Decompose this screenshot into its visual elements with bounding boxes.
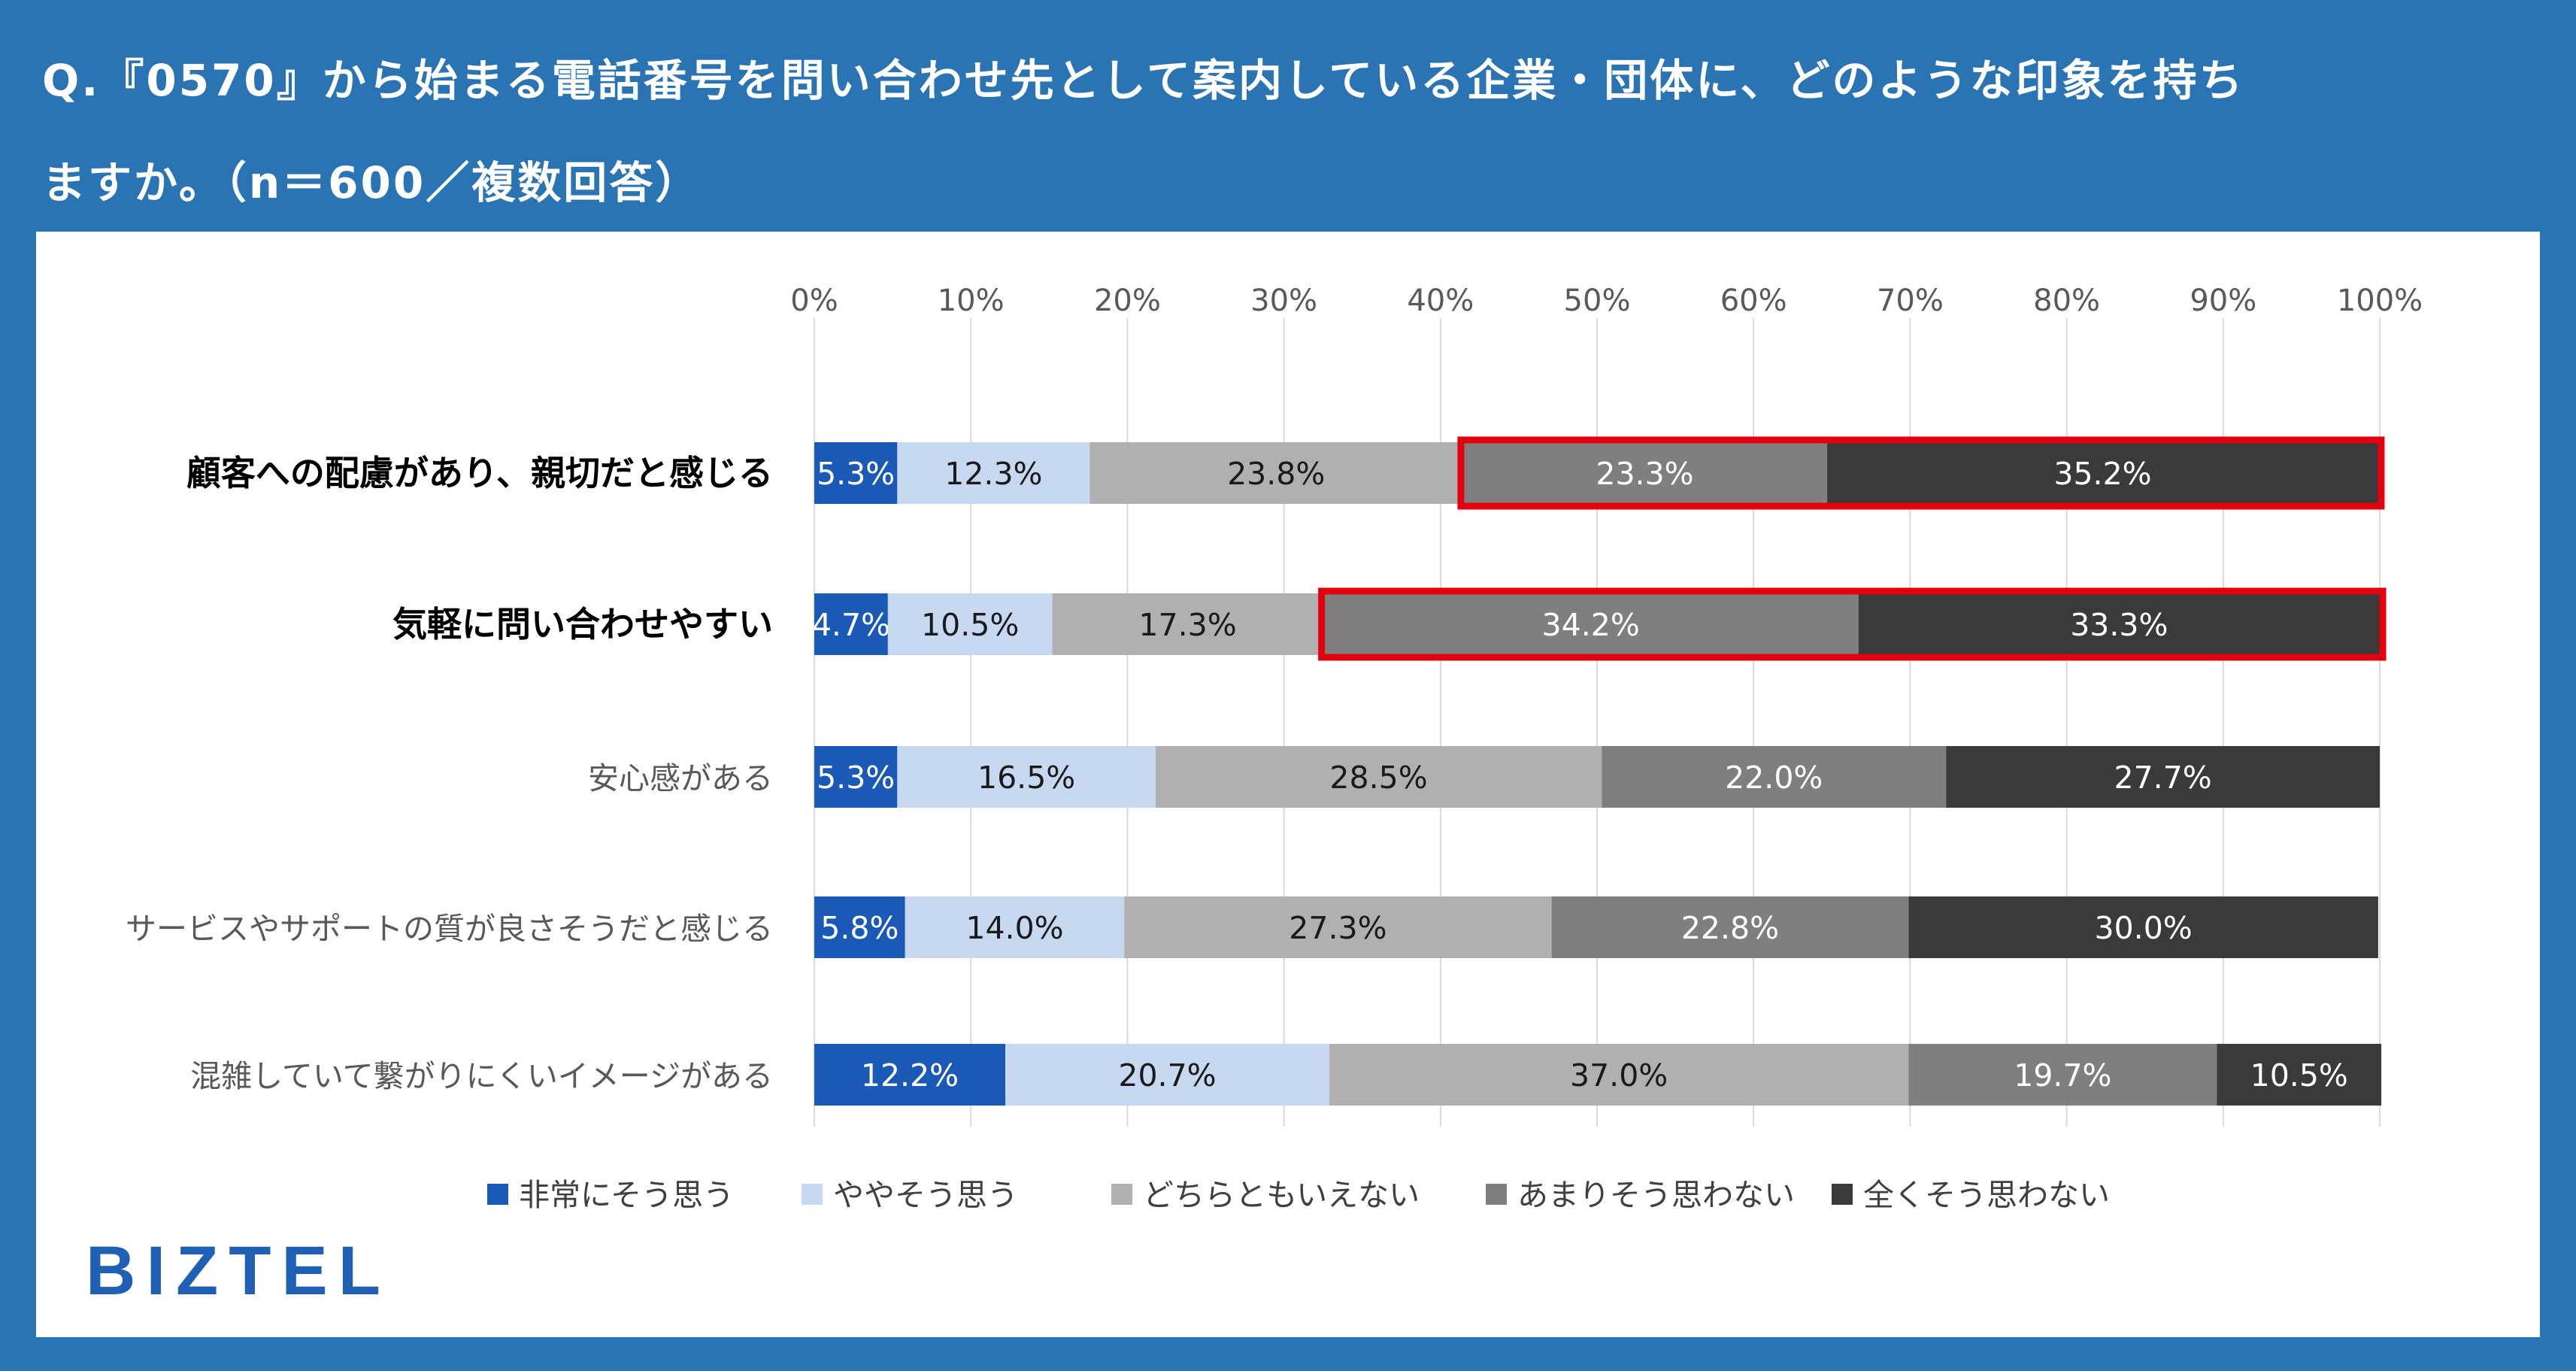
legend-swatch [802,1184,823,1205]
data-label: 10.5% [2250,1057,2348,1093]
bar-segment [1052,593,1323,655]
bar-segment [1551,896,1909,958]
bar-segment [1462,442,1828,504]
x-tick-label: 70% [1877,284,1944,318]
bar-segment [2217,1044,2382,1106]
data-label: 33.3% [2070,607,2168,643]
bar-segment [897,442,1090,504]
category-label: 安心感がある [588,760,773,796]
stacked-bar-chart: 0% 10% 20% 30% 40% 50% 60% 70% 80% 90% 100% 顧客への配慮が… [126,284,2423,1213]
x-tick-label: 60% [1720,284,1787,318]
data-label: 28.5% [1329,760,1427,796]
bar-segment [814,442,898,504]
x-tick-label: 80% [2033,284,2100,318]
bar-segment [1329,1044,1909,1106]
category-label: 気軽に問い合わせやすい [392,604,773,645]
data-label: 27.3% [1289,910,1386,946]
x-tick-label: 40% [1407,284,1474,318]
data-label: 37.0% [1570,1057,1668,1093]
bar-segment [1858,593,2380,655]
legend-swatch [487,1184,508,1205]
highlight-box [1318,587,2387,661]
data-label: 5.3% [817,760,895,796]
data-label: 19.7% [2014,1057,2111,1093]
x-tick-label: 10% [938,284,1005,318]
bar-segment [1908,896,2378,958]
x-tick-label: 100% [2337,284,2423,318]
highlight-box [1457,436,2385,510]
data-label: 22.0% [1725,760,1823,796]
x-tick-label: 30% [1250,284,1317,318]
legend-label: あまりそう思わない [1517,1177,1795,1213]
data-label: 20.7% [1118,1057,1216,1093]
data-label: 17.3% [1138,607,1236,643]
bar-segment [814,1044,1006,1106]
chart-title: Q.『0570』から始まる電話番号を問い合わせ先として案内している企業・団体に、… [42,39,2546,244]
category-label: サービスやサポートの質が良さそうだと感じる [126,911,773,947]
bar-segment [1946,746,2380,808]
bar-segment [814,896,905,958]
bar-segment [887,593,1053,655]
data-label: 10.5% [921,607,1019,643]
category-label: 顧客への配慮があり、親切だと感じる [186,453,773,493]
bar-segment [1155,746,1602,808]
title-line-2: ますか。（n＝600／複数回答） [42,157,702,208]
data-label: 5.8% [820,910,899,946]
bar-segment [897,746,1156,808]
data-label: 35.2% [2053,456,2151,492]
x-tick-label: 50% [1564,284,1631,318]
bar-segment [1323,593,1859,655]
bar-segment [1908,1044,2217,1106]
bar-segment [814,593,888,655]
data-label: 16.5% [977,760,1075,796]
bar-segment [1124,896,1552,958]
legend-label: どちらともいえない [1143,1177,1420,1213]
bar-segment [1005,1044,1329,1106]
data-label: 23.8% [1227,456,1325,492]
x-tick-label: 0% [790,284,838,318]
legend-label: 全くそう思わない [1863,1177,2110,1213]
data-label: 22.8% [1681,910,1779,946]
data-label: 12.2% [861,1057,959,1093]
legend-label: 非常にそう思う [519,1177,734,1213]
data-label: 4.7% [812,607,890,643]
bar-segment [814,746,898,808]
x-tick-label: 90% [2190,284,2256,318]
data-label: 30.0% [2094,910,2192,946]
bar-segment [1089,442,1462,504]
title-line-1: Q.『0570』から始まる電話番号を問い合わせ先として案内している企業・団体に、… [42,55,2245,106]
data-label: 5.3% [817,456,895,492]
data-label: 34.2% [1542,607,1640,643]
legend-label: ややそう思う [833,1177,1018,1213]
data-label: 14.0% [965,910,1063,946]
legend-swatch [1111,1184,1132,1205]
biztel-logo: BIZTEL [86,1233,391,1309]
legend-swatch [1486,1184,1507,1205]
chart-panel: 0% 10% 20% 30% 40% 50% 60% 70% 80% 90% 100% 顧客への配慮が… [36,232,2540,1337]
data-label: 23.3% [1596,456,1693,492]
legend-swatch [1832,1184,1853,1205]
data-label: 27.7% [2114,760,2212,796]
x-tick-label: 20% [1094,284,1161,318]
bar-segment [1827,442,2378,504]
bar-segment [905,896,1125,958]
category-label: 混雑していて繋がりにくいイメージがある [190,1058,773,1094]
bar-segment [1602,746,1947,808]
data-label: 12.3% [944,456,1042,492]
